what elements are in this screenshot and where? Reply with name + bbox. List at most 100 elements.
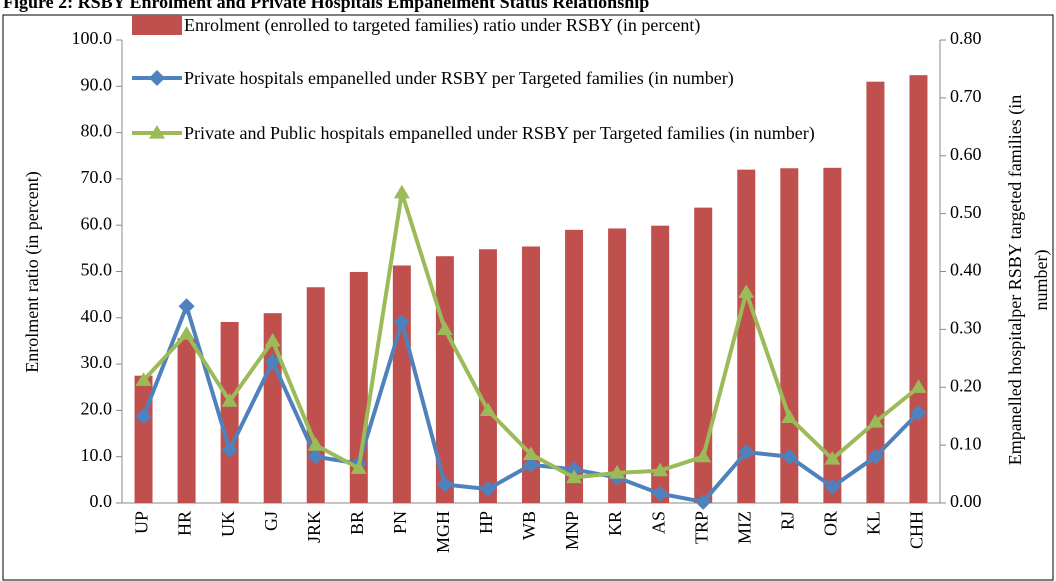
legend-marker [149, 70, 165, 86]
marker [135, 372, 152, 386]
marker [824, 478, 841, 495]
y-tick-label: 50.0 [81, 260, 113, 280]
y2-tick-label: 0.50 [950, 202, 982, 222]
chart-border [2, 14, 1054, 581]
marker [652, 462, 669, 477]
y2-tick-label: 0.80 [950, 28, 982, 48]
bar [220, 321, 239, 503]
x-tick-label: AS [648, 511, 668, 534]
legend-entry: Private and Public hospitals empanelled … [184, 123, 815, 143]
marker [824, 451, 841, 465]
marker [652, 485, 669, 502]
x-tick-label: JRK [304, 511, 324, 543]
legend-entry: Enrolment (enrolled to targeted families… [184, 15, 701, 35]
marker [307, 437, 324, 451]
x-tick-label: MIZ [734, 511, 754, 544]
marker [479, 481, 496, 498]
marker [221, 393, 238, 407]
y-tick-label: 80.0 [81, 121, 113, 141]
y2-tick-label: 0.40 [950, 260, 982, 280]
y2-axis-label-text: Empanelled hospitalper RSBY targeted fam… [1005, 94, 1051, 466]
y2-tick-label: 0.20 [950, 375, 982, 395]
bar [909, 75, 928, 504]
marker [221, 441, 238, 458]
x-tick-label: UP [132, 511, 152, 534]
x-tick-label: OR [820, 511, 840, 536]
marker [307, 448, 324, 465]
x-tick-label: HR [175, 511, 195, 536]
x-tick-label: KL [864, 511, 884, 535]
marker [264, 332, 281, 347]
marker [910, 379, 927, 393]
y-axis-label: Enrolment ratio (in percent) [22, 171, 43, 372]
y-tick-label: 70.0 [81, 167, 113, 187]
y-tick-label: 90.0 [81, 74, 113, 94]
y2-tick-label: 0.10 [950, 433, 982, 453]
legend-entry: Private hospitals empanelled under RSBY … [184, 68, 734, 88]
x-tick-label: MGH [433, 511, 453, 553]
x-tick-label: TRP [691, 511, 711, 544]
marker [436, 321, 453, 335]
bar [565, 229, 584, 503]
x-tick-label: PN [390, 511, 410, 534]
y2-tick-label: 0.00 [950, 491, 982, 511]
x-tick-label: CHH [907, 511, 927, 549]
marker [393, 314, 410, 331]
legend-label: Enrolment (enrolled to targeted families… [184, 15, 701, 35]
marker [479, 402, 496, 416]
y2-tick-label: 0.60 [950, 144, 982, 164]
bar [177, 338, 196, 503]
x-tick-label: HP [476, 511, 496, 534]
marker [566, 469, 583, 484]
y2-tick-label: 0.70 [950, 86, 982, 106]
y-tick-label: 10.0 [81, 445, 113, 465]
bar [737, 169, 756, 503]
marker [135, 408, 152, 425]
bar [823, 167, 842, 503]
marker [738, 284, 755, 298]
legend-label: Private and Public hospitals empanelled … [184, 123, 815, 143]
marker [523, 446, 539, 460]
x-tick-label: BR [347, 511, 367, 535]
marker [436, 476, 453, 493]
marker [350, 460, 367, 474]
marker [178, 326, 195, 340]
y-tick-label: 40.0 [81, 306, 113, 326]
bar [306, 287, 325, 503]
bar [478, 249, 497, 503]
y2-tick-label: 0.30 [950, 318, 982, 338]
marker [910, 404, 927, 421]
bar [522, 246, 540, 504]
marker [867, 448, 884, 465]
legend-marker [149, 125, 165, 139]
marker [738, 444, 755, 461]
y-tick-label: 30.0 [81, 352, 113, 372]
y-tick-label: 20.0 [81, 399, 113, 419]
x-tick-label: RJ [777, 511, 797, 530]
y2-axis-label: Empanelled hospitalper RSBY targeted fam… [1005, 94, 1051, 466]
chart-title: Figure 2: RSBY Enrolment and Private Hos… [3, 0, 649, 12]
bar [866, 81, 885, 504]
legend-swatch [132, 15, 182, 35]
x-tick-label: WB [519, 511, 539, 540]
marker [523, 456, 539, 473]
bar [608, 228, 627, 504]
marker [781, 409, 798, 423]
y-tick-label: 60.0 [81, 213, 113, 233]
marker [695, 493, 712, 510]
marker [867, 413, 884, 428]
marker [393, 184, 410, 199]
bar [694, 207, 713, 503]
marker [178, 298, 195, 315]
marker [264, 353, 281, 370]
bar [392, 265, 411, 503]
x-tick-label: KR [605, 511, 625, 536]
x-tick-label: GJ [261, 511, 281, 531]
marker [781, 448, 798, 465]
x-tick-label: MNP [562, 511, 582, 550]
marker [609, 464, 626, 479]
x-tick-label: UK [218, 511, 238, 537]
legend-label: Private hospitals empanelled under RSBY … [184, 68, 734, 88]
